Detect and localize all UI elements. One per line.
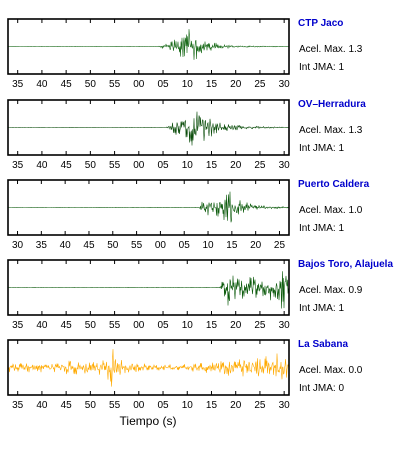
station-name: Puerto Caldera — [298, 179, 370, 190]
seismic-trace — [7, 191, 290, 223]
tick-label: 25 — [274, 240, 286, 251]
tick-label: 55 — [109, 79, 121, 90]
tick-label: 45 — [61, 160, 73, 171]
tick-label: 45 — [61, 320, 73, 331]
max-acceleration: Acel. Max. 0.9 — [299, 285, 363, 296]
tick-label: 35 — [36, 240, 48, 251]
panel-frame — [7, 179, 290, 236]
panel-frame — [7, 259, 290, 316]
tick-label: 50 — [85, 320, 97, 331]
tick-label: 40 — [36, 79, 48, 90]
max-acceleration: Acel. Max. 1.0 — [299, 205, 363, 216]
station-name: La Sabana — [298, 339, 349, 350]
tick-label: 05 — [157, 320, 169, 331]
jma-intensity: Int JMA: 1 — [299, 62, 345, 73]
seismic-trace — [7, 29, 290, 60]
max-acceleration: Acel. Max. 1.3 — [299, 44, 363, 55]
tick-label: 00 — [155, 240, 167, 251]
tick-label: 20 — [230, 400, 242, 411]
tick-label: 15 — [206, 400, 218, 411]
tick-label: 50 — [85, 79, 97, 90]
tick-label: 10 — [182, 400, 194, 411]
tick-label: 10 — [202, 240, 214, 251]
tick-label: 10 — [182, 160, 194, 171]
seismic-trace — [7, 271, 290, 309]
tick-label: 55 — [109, 320, 121, 331]
tick-label: 25 — [254, 79, 266, 90]
panel-frame — [7, 18, 290, 75]
tick-label: 55 — [109, 400, 121, 411]
station-name: OV–Herradura — [298, 99, 366, 110]
tick-label: 35 — [12, 160, 24, 171]
seismic-trace — [7, 349, 290, 387]
tick-label: 15 — [206, 320, 218, 331]
tick-label: 30 — [279, 79, 291, 90]
tick-label: 00 — [133, 320, 145, 331]
x-axis-label: Tiempo (s) — [119, 414, 177, 428]
tick-label: 15 — [206, 79, 218, 90]
jma-intensity: Int JMA: 1 — [299, 223, 345, 234]
tick-label: 05 — [157, 79, 169, 90]
tick-label: 35 — [12, 79, 24, 90]
tick-label: 10 — [182, 79, 194, 90]
jma-intensity: Int JMA: 0 — [299, 383, 345, 394]
tick-label: 30 — [279, 400, 291, 411]
tick-label: 00 — [133, 400, 145, 411]
tick-label: 15 — [226, 240, 238, 251]
tick-label: 55 — [131, 240, 143, 251]
tick-label: 20 — [230, 79, 242, 90]
tick-label: 25 — [254, 400, 266, 411]
panel-frame — [7, 99, 290, 156]
tick-label: 00 — [133, 79, 145, 90]
max-acceleration: Acel. Max. 0.0 — [299, 365, 363, 376]
tick-label: 35 — [12, 400, 24, 411]
tick-label: 55 — [109, 160, 121, 171]
tick-label: 50 — [85, 160, 97, 171]
tick-label: 10 — [182, 320, 194, 331]
jma-intensity: Int JMA: 1 — [299, 143, 345, 154]
tick-label: 45 — [83, 240, 95, 251]
tick-label: 45 — [61, 79, 73, 90]
tick-label: 30 — [279, 160, 291, 171]
tick-label: 40 — [36, 320, 48, 331]
tick-label: 45 — [61, 400, 73, 411]
tick-label: 25 — [254, 160, 266, 171]
tick-label: 25 — [254, 320, 266, 331]
station-name: Bajos Toro, Alajuela — [298, 259, 394, 270]
jma-intensity: Int JMA: 1 — [299, 303, 345, 314]
panel-frame — [7, 339, 290, 396]
tick-label: 05 — [179, 240, 191, 251]
tick-label: 20 — [230, 160, 242, 171]
tick-label: 30 — [12, 240, 24, 251]
tick-label: 40 — [36, 400, 48, 411]
tick-label: 30 — [279, 320, 291, 331]
seismic-trace — [8, 111, 290, 146]
tick-label: 00 — [133, 160, 145, 171]
station-name: CTP Jaco — [298, 18, 344, 29]
max-acceleration: Acel. Max. 1.3 — [299, 125, 363, 136]
tick-label: 50 — [107, 240, 119, 251]
tick-label: 20 — [250, 240, 262, 251]
tick-label: 05 — [157, 160, 169, 171]
tick-label: 40 — [36, 160, 48, 171]
tick-label: 40 — [60, 240, 72, 251]
tick-label: 20 — [230, 320, 242, 331]
tick-label: 50 — [85, 400, 97, 411]
tick-label: 05 — [157, 400, 169, 411]
tick-label: 35 — [12, 320, 24, 331]
tick-label: 15 — [206, 160, 218, 171]
